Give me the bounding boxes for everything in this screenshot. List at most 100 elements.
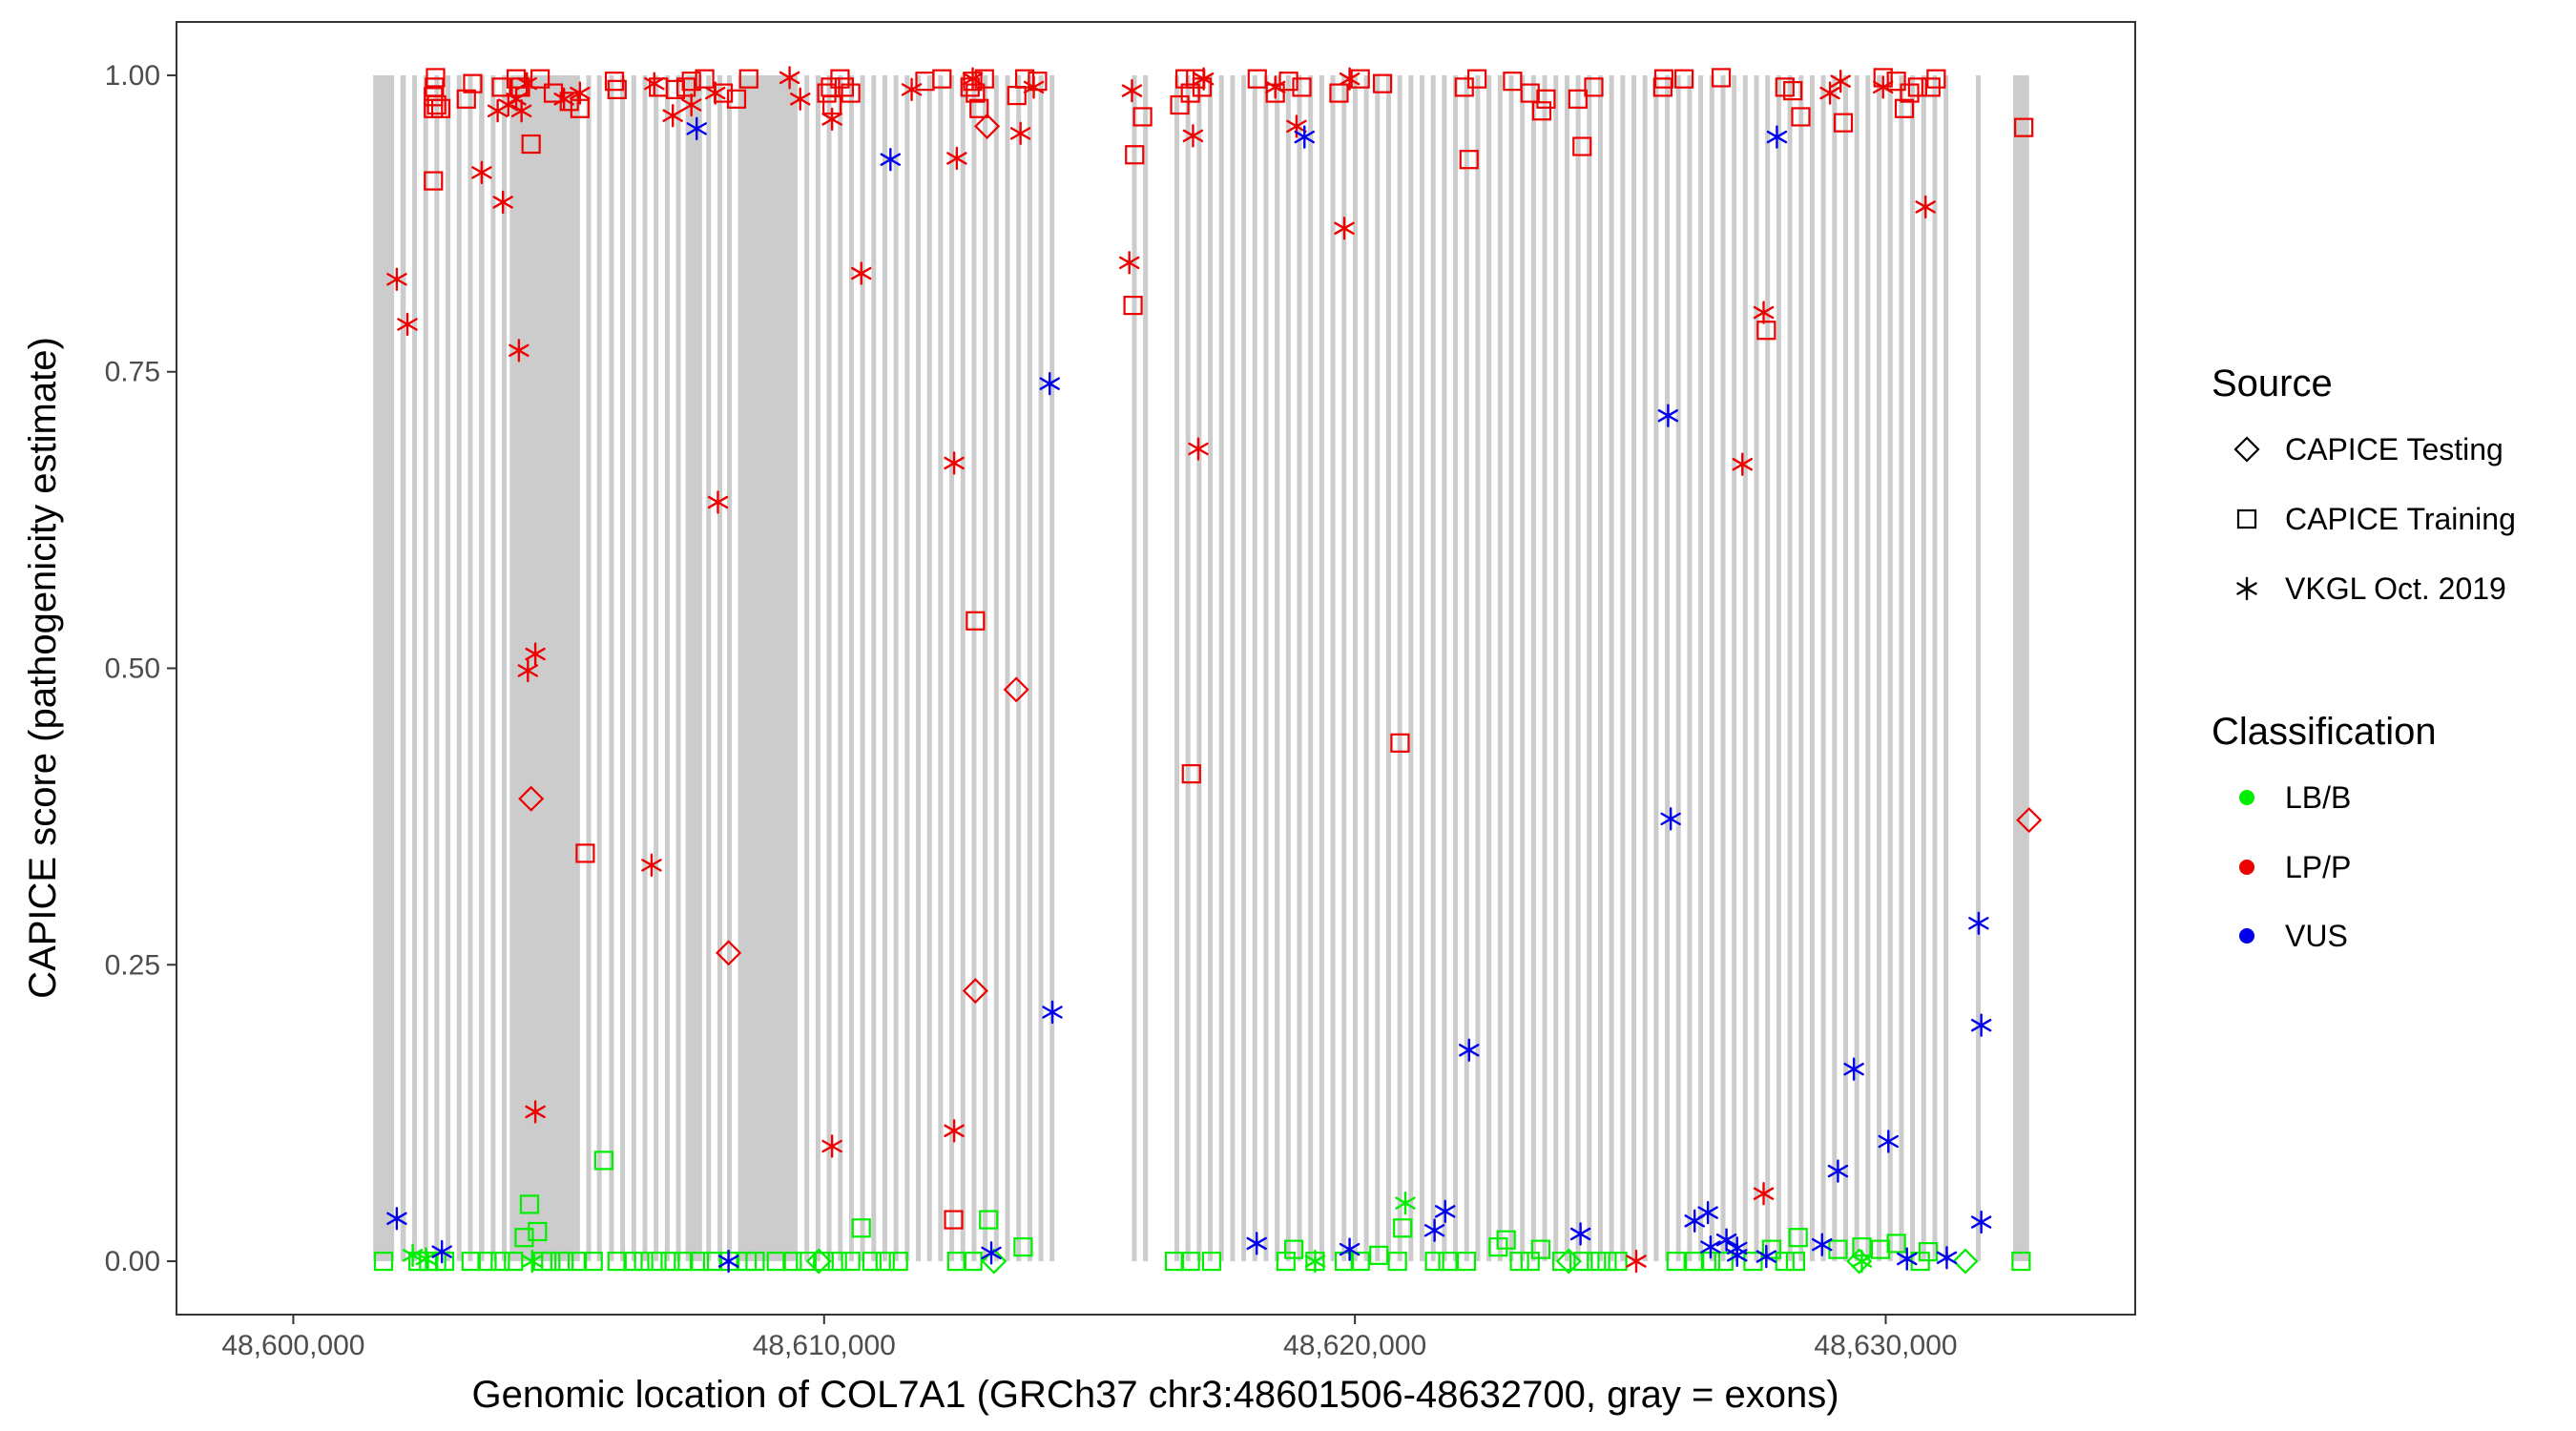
point-capice-training xyxy=(1247,69,1267,89)
point-capice-training xyxy=(1791,107,1811,127)
exon-band xyxy=(904,74,910,1262)
point-vkgl-oct-2019 xyxy=(1936,1246,1958,1270)
exon-band xyxy=(1564,74,1569,1262)
legend-source-label-training: CAPICE Training xyxy=(2285,502,2516,536)
x-tick-label: 48,610,000 xyxy=(753,1330,896,1361)
legend-class-title: Classification xyxy=(2212,711,2437,753)
point-vkgl-oct-2019 xyxy=(525,1100,546,1124)
exon-band xyxy=(1005,74,1010,1262)
point-capice-training xyxy=(1597,1251,1617,1272)
exon-band xyxy=(1352,74,1358,1262)
point-vkgl-oct-2019 xyxy=(431,1239,452,1264)
exon-band xyxy=(1720,74,1726,1262)
point-capice-training xyxy=(796,1251,816,1272)
point-capice-training xyxy=(519,1194,540,1214)
legend-class-label-vus: VUS xyxy=(2285,919,2348,953)
point-vkgl-oct-2019 xyxy=(1915,195,1936,219)
point-capice-training xyxy=(463,73,483,93)
point-vkgl-oct-2019 xyxy=(901,77,923,102)
point-vkgl-oct-2019 xyxy=(1753,301,1775,324)
point-capice-training xyxy=(814,1251,834,1272)
exon-band xyxy=(1921,74,1926,1262)
x-tick-label: 48,620,000 xyxy=(1283,1330,1426,1361)
point-vkgl-oct-2019 xyxy=(1304,1249,1326,1274)
point-capice-training xyxy=(1743,1251,1763,1272)
point-vkgl-oct-2019 xyxy=(880,148,902,172)
point-capice-testing xyxy=(1555,1248,1582,1275)
point-capice-training xyxy=(424,171,444,191)
point-vkgl-oct-2019 xyxy=(517,658,539,683)
point-capice-training xyxy=(1926,69,1946,89)
exon-band xyxy=(860,74,865,1262)
exon-band xyxy=(1385,74,1391,1262)
point-capice-training xyxy=(681,72,701,92)
point-vkgl-oct-2019 xyxy=(779,66,800,90)
exon-band xyxy=(1631,74,1637,1262)
exon-band xyxy=(1530,74,1536,1262)
point-capice-training xyxy=(1587,1251,1607,1272)
exon-band xyxy=(926,74,932,1262)
legend-source-label-vkgl: VKGL Oct. 2019 xyxy=(2285,571,2506,606)
exon-band xyxy=(1754,74,1759,1262)
exon-band xyxy=(1820,74,1826,1262)
exon-band xyxy=(726,74,732,1262)
exon-band xyxy=(1887,74,1893,1262)
exon-band xyxy=(1832,74,1838,1262)
legend-source-label-testing: CAPICE Testing xyxy=(2285,432,2503,467)
point-vkgl-oct-2019 xyxy=(946,146,967,171)
point-capice-training xyxy=(1013,1237,1033,1257)
exon-band xyxy=(737,74,798,1262)
exon-band xyxy=(1642,74,1648,1262)
point-capice-training xyxy=(695,69,715,89)
point-vkgl-oct-2019 xyxy=(1715,1228,1737,1252)
exon-band xyxy=(916,74,922,1262)
exon-band xyxy=(960,74,966,1262)
point-vkgl-oct-2019 xyxy=(641,853,662,878)
exon-band xyxy=(1174,74,1179,1262)
point-vkgl-oct-2019 xyxy=(386,1207,407,1231)
exon-band xyxy=(983,74,988,1262)
point-vkgl-oct-2019 xyxy=(553,87,574,112)
exon-band xyxy=(1038,74,1044,1262)
exon-band xyxy=(804,74,810,1262)
point-vkgl-oct-2019 xyxy=(386,267,407,291)
point-capice-training xyxy=(623,1251,643,1272)
point-capice-training xyxy=(1886,72,1906,92)
exon-band xyxy=(1842,74,1849,1262)
point-capice-training xyxy=(1573,1251,1593,1272)
exon-band xyxy=(412,74,418,1262)
point-capice-training xyxy=(1467,69,1487,89)
point-capice-training xyxy=(1496,1230,1516,1250)
exon-band xyxy=(479,74,485,1262)
exon-band xyxy=(1475,74,1481,1262)
y-tick-label: 0.75 xyxy=(105,357,160,388)
exon-band xyxy=(1943,74,1949,1262)
point-capice-training xyxy=(1292,77,1312,97)
exon-band xyxy=(871,74,877,1262)
exon-band xyxy=(1877,74,1882,1262)
exon-band xyxy=(815,74,821,1262)
exon-band xyxy=(509,74,580,1262)
exon-band xyxy=(1375,74,1381,1262)
point-capice-training xyxy=(1894,98,1915,118)
point-capice-training xyxy=(1170,94,1190,115)
point-vkgl-oct-2019 xyxy=(1569,1222,1591,1246)
exon-band xyxy=(1508,74,1514,1262)
point-vkgl-oct-2019 xyxy=(707,490,729,514)
x-axis-title: Genomic location of COL7A1 (GRCh37 chr3:… xyxy=(471,1374,1839,1416)
point-capice-training xyxy=(1833,113,1854,133)
exon-band xyxy=(1397,74,1402,1262)
point-capice-training xyxy=(738,69,758,89)
point-capice-training xyxy=(1132,107,1153,127)
exon-band xyxy=(620,74,626,1262)
point-capice-training xyxy=(888,1251,908,1272)
point-capice-testing xyxy=(1003,676,1029,703)
point-vkgl-oct-2019 xyxy=(1009,121,1031,146)
point-capice-testing xyxy=(2016,807,2043,834)
exon-band xyxy=(467,74,473,1262)
point-vkgl-oct-2019 xyxy=(1193,67,1215,91)
point-capice-training xyxy=(528,1221,548,1242)
exon-band xyxy=(586,74,592,1262)
data-points xyxy=(373,66,2043,1275)
point-capice-training xyxy=(674,1251,694,1272)
